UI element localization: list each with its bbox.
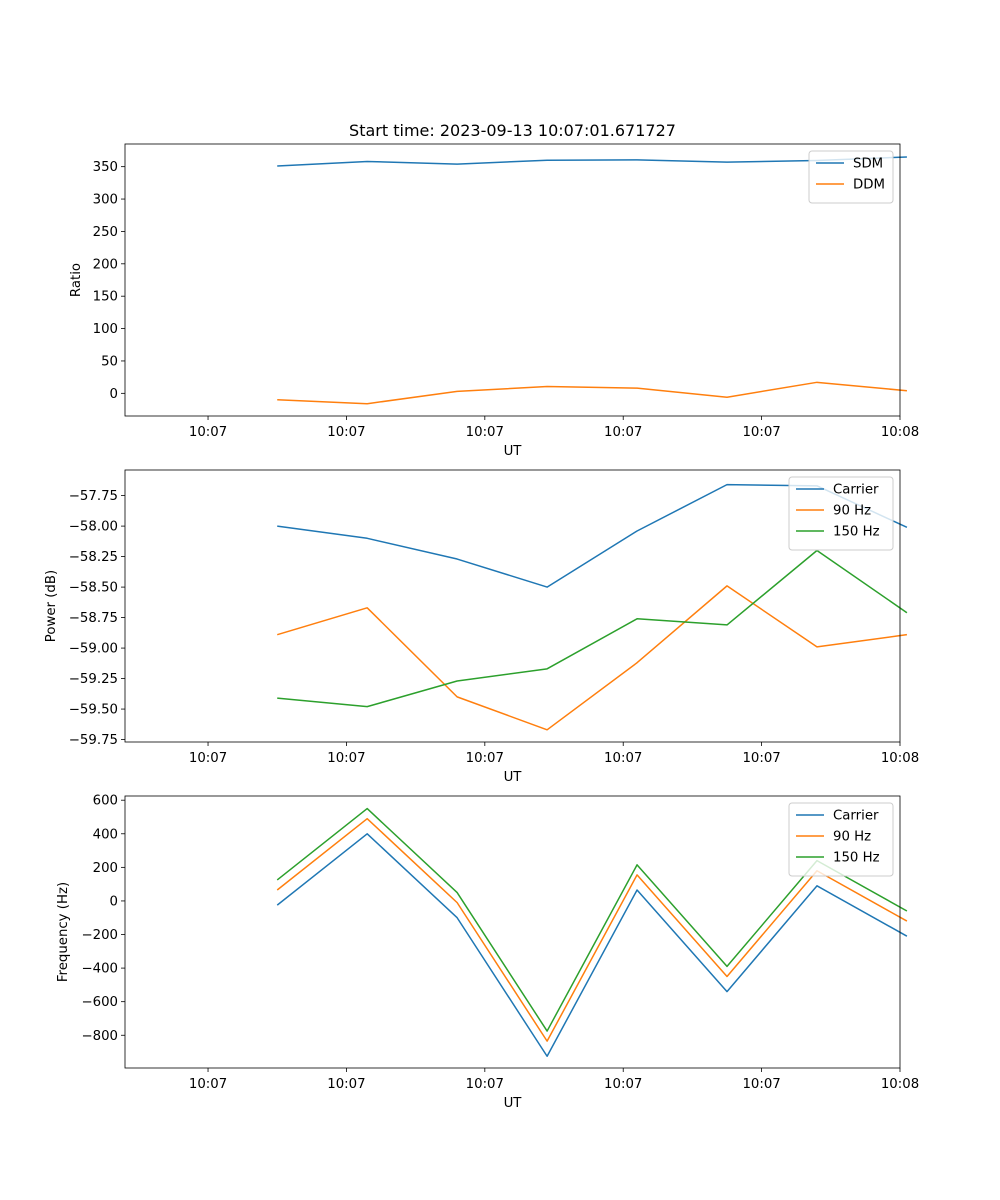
x-axis-label: UT [504,444,523,459]
x-tick-label: 10:07 [189,1077,227,1092]
y-tick-label: −200 [81,928,118,943]
legend-label: 90 Hz [833,504,871,519]
axes-frame [124,469,901,743]
y-axis-label: Frequency (Hz) [56,882,71,982]
x-tick-label: 10:07 [742,425,780,440]
series-line-150-hz [276,807,908,1032]
y-tick-label: 600 [93,794,118,809]
y-tick-label: 350 [93,160,118,175]
y-tick-label: −58.75 [69,611,118,626]
y-tick-label: −400 [81,962,118,977]
y-tick-label: −800 [81,1029,118,1044]
x-tick-label: 10:07 [604,751,642,766]
x-tick-label: 10:07 [327,751,365,766]
series-line-sdm [277,156,907,167]
y-axis-label: Power (dB) [44,570,59,642]
y-axis-label: Ratio [69,263,84,297]
axes-frame [124,795,901,1069]
series-line-150-hz [277,549,908,708]
y-tick-label: 50 [101,354,118,369]
x-tick-label: 10:07 [742,1077,780,1092]
legend-label: SDM [853,157,883,172]
axes-frame [124,143,901,417]
x-tick-label: 10:07 [466,425,504,440]
x-tick-label: 10:08 [881,1077,919,1092]
series-line-ddm [277,381,907,405]
legend-box [808,150,894,204]
y-tick-label: 0 [110,387,118,402]
y-tick-label: −59.25 [69,672,118,687]
x-tick-label: 10:07 [742,751,780,766]
x-tick-label: 10:07 [604,425,642,440]
x-tick-label: 10:08 [881,425,919,440]
legend-label: Carrier [833,809,879,824]
panel-power: 10:07 10:07 10:07 10:07 10:07 10:08 −57.75 −58.… [44,469,919,785]
y-tick-label: −59.75 [69,733,118,748]
legend-label: 150 Hz [833,525,880,540]
x-tick-label: 10:08 [881,751,919,766]
x-axis-label: UT [504,1096,523,1111]
series-line-carrier [276,833,908,1057]
y-tick-label: −58.25 [69,550,118,565]
x-tick-label: 10:07 [466,1077,504,1092]
legend-label: DDM [853,178,885,193]
y-tick-label: 200 [93,861,118,876]
y-tick-label: −59.50 [69,703,118,718]
x-tick-label: 10:07 [189,425,227,440]
x-axis-label: UT [504,770,523,785]
y-tick-label: 100 [93,322,118,337]
panel-frequency: 10:07 10:07 10:07 10:07 10:07 10:08 600 400 200 0… [56,794,919,1111]
x-tick-label: 10:07 [604,1077,642,1092]
figure-title: Start time: 2023-09-13 10:07:01.671727 [349,121,676,140]
y-tick-label: −59.00 [69,642,118,657]
legend-label: Carrier [833,483,879,498]
y-tick-label: 400 [93,827,118,842]
y-tick-label: 150 [93,290,118,305]
y-tick-label: 200 [93,257,118,272]
x-tick-label: 10:07 [189,751,227,766]
panel-ratio: 10:07 10:07 10:07 10:07 10:07 10:08 0 50 100 150 2… [69,143,919,459]
legend-label: 90 Hz [833,830,871,845]
y-tick-label: −58.00 [69,520,118,535]
y-tick-label: 300 [93,193,118,208]
x-tick-label: 10:07 [327,425,365,440]
y-tick-label: −58.50 [69,581,118,596]
x-tick-label: 10:07 [327,1077,365,1092]
y-tick-label: −57.75 [69,489,118,504]
x-tick-label: 10:07 [466,751,504,766]
y-tick-label: 0 [110,894,118,909]
y-tick-label: 250 [93,225,118,240]
series-line-90-hz [276,817,908,1042]
legend-label: 150 Hz [833,851,880,866]
y-tick-label: −600 [81,995,118,1010]
series-line-90-hz [277,585,908,731]
